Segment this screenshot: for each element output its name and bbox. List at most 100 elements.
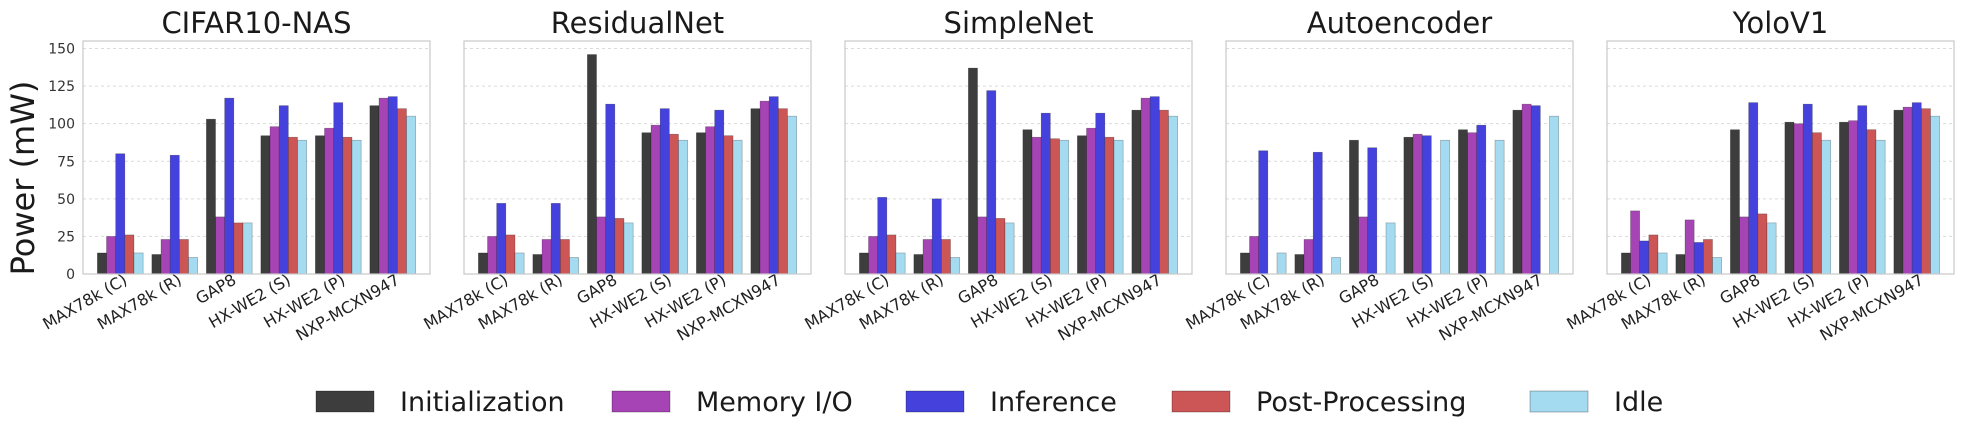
bar-memory-i-o [541, 239, 552, 275]
legend-item-inference: Inference [905, 387, 1117, 418]
bar-initialization [587, 54, 597, 275]
bar-memory-i-o [1249, 236, 1259, 275]
bar-inference [1149, 96, 1160, 275]
panel-title: YoloV1 [1732, 6, 1829, 40]
bar-initialization [478, 252, 488, 275]
bar-post-processing [614, 218, 625, 275]
y-tick-label: 50 [57, 192, 75, 208]
bar-memory-i-o [324, 127, 334, 275]
bar-post-processing [778, 108, 788, 275]
bar-inference [224, 97, 235, 275]
bar-inference [605, 103, 616, 275]
bar-inference [1421, 135, 1432, 275]
bar-idle [678, 139, 688, 275]
bar-memory-i-o [1739, 216, 1749, 275]
bar-idle [188, 257, 198, 275]
bar-idle [1440, 139, 1450, 275]
bar-post-processing [1921, 108, 1931, 275]
y-tick-label: 125 [48, 79, 75, 95]
bar-inference [931, 198, 942, 275]
bar-initialization [97, 252, 107, 275]
bar-idle [1821, 139, 1831, 275]
bar-memory-i-o [977, 216, 987, 275]
bar-post-processing [1050, 138, 1060, 275]
bar-initialization [1675, 254, 1686, 275]
bar-inference [659, 108, 670, 275]
bar-post-processing [1648, 234, 1659, 275]
panel-title: SimpleNet [944, 6, 1094, 40]
bar-inference [1639, 240, 1650, 275]
legend-label: Inference [990, 387, 1117, 418]
bar-initialization [913, 254, 924, 275]
bar-idle [1113, 139, 1124, 275]
bar-inference [1095, 112, 1106, 275]
bar-idle [950, 257, 960, 275]
bar-idle [1657, 252, 1668, 275]
bar-inference [387, 96, 398, 275]
bar-initialization [641, 132, 652, 275]
bar-inference [1911, 102, 1922, 275]
panel-title: Autoencoder [1307, 6, 1492, 40]
bar-initialization [260, 135, 271, 275]
legend-item-post-processing: Post-Processing [1171, 387, 1466, 418]
bar-inference [1857, 105, 1868, 275]
panel-title: CIFAR10-NAS [161, 6, 351, 40]
bar-initialization [532, 254, 543, 275]
bar-memory-i-o [269, 126, 280, 275]
y-tick-label: 75 [57, 154, 75, 170]
bar-initialization [151, 254, 162, 275]
bar-post-processing [1757, 213, 1768, 275]
bar-idle [406, 115, 416, 275]
bar-inference [115, 153, 126, 275]
bar-initialization [1730, 129, 1740, 275]
bar-idle [1004, 222, 1015, 275]
bar-initialization [1403, 136, 1414, 275]
plot-frame [463, 40, 812, 275]
bar-idle [895, 252, 906, 275]
bar-initialization [206, 118, 216, 275]
bar-inference [1367, 147, 1378, 275]
bar-inference [986, 90, 997, 275]
bar-idle [569, 257, 579, 275]
bar-memory-i-o [868, 236, 878, 275]
bar-post-processing [505, 234, 516, 275]
legend-label: Initialization [400, 387, 565, 418]
bar-idle [1168, 115, 1178, 275]
bar-memory-i-o [1848, 120, 1858, 275]
bar-inference [1312, 151, 1323, 275]
bar-memory-i-o [650, 124, 661, 275]
plot-frame [1606, 40, 1955, 275]
bar-post-processing [1812, 132, 1822, 275]
bar-memory-i-o [1521, 103, 1532, 275]
bar-idle [297, 139, 307, 275]
bar-memory-i-o [1358, 216, 1368, 275]
bar-memory-i-o [759, 100, 770, 275]
bar-initialization [859, 252, 869, 275]
y-axis-label: Power (mW) [4, 81, 42, 276]
panel-title: ResidualNet [551, 6, 724, 40]
bar-inference [278, 105, 289, 275]
bar-initialization [1784, 121, 1795, 275]
bar-initialization [1512, 109, 1523, 275]
y-tick-label: 100 [48, 117, 75, 133]
bar-memory-i-o [378, 97, 389, 275]
bar-inference [169, 154, 180, 275]
bar-post-processing [995, 218, 1006, 275]
bar-initialization [1240, 252, 1250, 275]
bar-memory-i-o [1303, 239, 1314, 275]
bar-idle [1712, 257, 1722, 275]
plot-frame [82, 40, 431, 275]
y-tick-label: 0 [66, 267, 75, 283]
legend-item-memory-i-o: Memory I/O [611, 387, 853, 418]
bar-post-processing [1866, 129, 1877, 275]
y-tick-label: 25 [57, 229, 75, 245]
bar-idle [1385, 222, 1396, 275]
bar-memory-i-o [215, 216, 225, 275]
bar-memory-i-o [1467, 132, 1477, 275]
bar-memory-i-o [1031, 136, 1042, 275]
bar-inference [768, 96, 779, 275]
bar-post-processing [179, 239, 189, 275]
bar-post-processing [124, 234, 135, 275]
